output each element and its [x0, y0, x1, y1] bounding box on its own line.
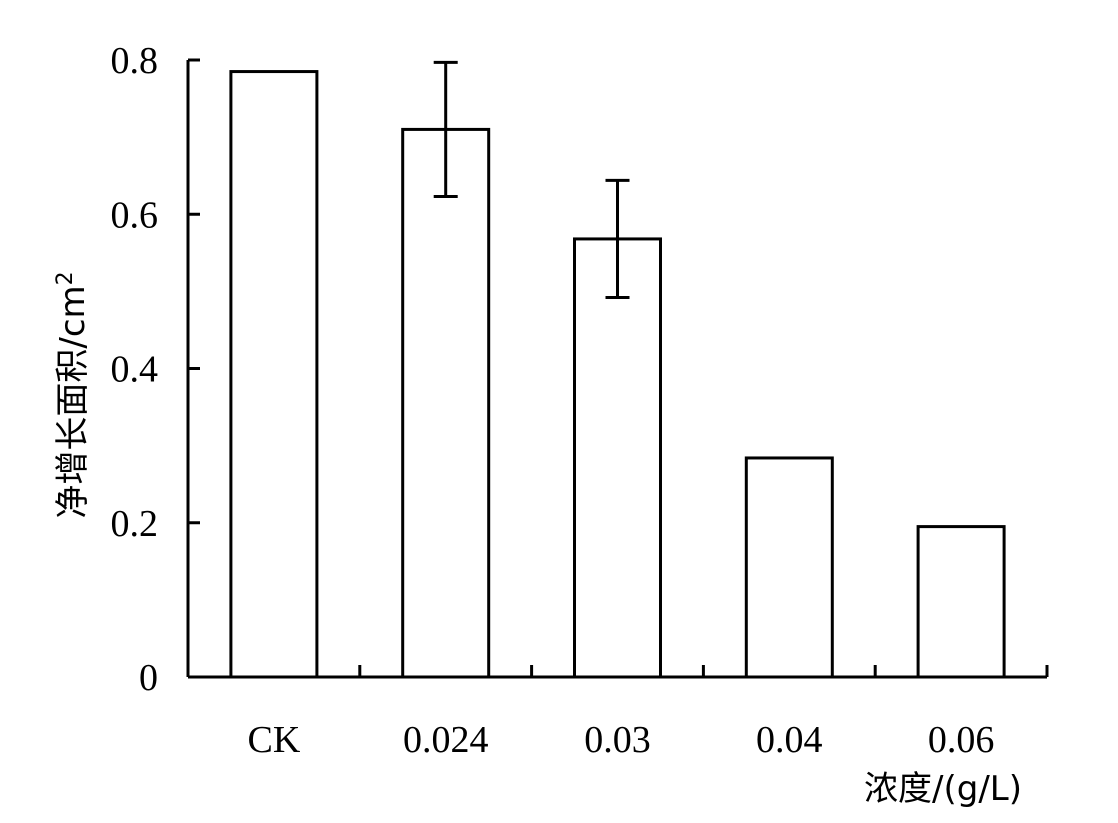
y-tick-label: 0.2 — [111, 503, 159, 545]
y-axis-label-superscript: 2 — [53, 271, 78, 285]
x-tick-labels-group: CK 0.024 0.03 0.04 0.06 — [248, 719, 995, 761]
bar-0.024 — [401, 127, 491, 679]
y-tick-label: 0.4 — [111, 349, 159, 391]
bar-0.03 — [573, 237, 662, 679]
x-axis-label: 浓度/(g/L) — [864, 769, 1022, 809]
x-tick-label: 0.03 — [584, 719, 651, 761]
y-tick-label: 0.6 — [111, 194, 159, 236]
bar-0.06 — [916, 525, 1006, 679]
y-tick-label: 0.8 — [111, 40, 159, 82]
x-tick-label: CK — [248, 719, 301, 761]
x-tick-label: 0.06 — [928, 719, 995, 761]
bar-0.04 — [744, 456, 834, 679]
bars-group — [229, 70, 1006, 679]
y-tick-label: 0 — [139, 657, 158, 699]
x-tick-label: 0.04 — [756, 719, 823, 761]
x-ticks-group — [358, 665, 1049, 677]
y-axis-label-text: 净增长面积/cm — [53, 285, 93, 518]
x-tick-label: 0.024 — [403, 719, 489, 761]
y-ticks-group: 0 0.2 0.4 0.6 0.8 — [111, 40, 200, 699]
error-bars-group — [433, 60, 630, 300]
bar-CK — [229, 70, 319, 679]
y-axis-label: 净增长面积/cm2 — [53, 271, 94, 518]
